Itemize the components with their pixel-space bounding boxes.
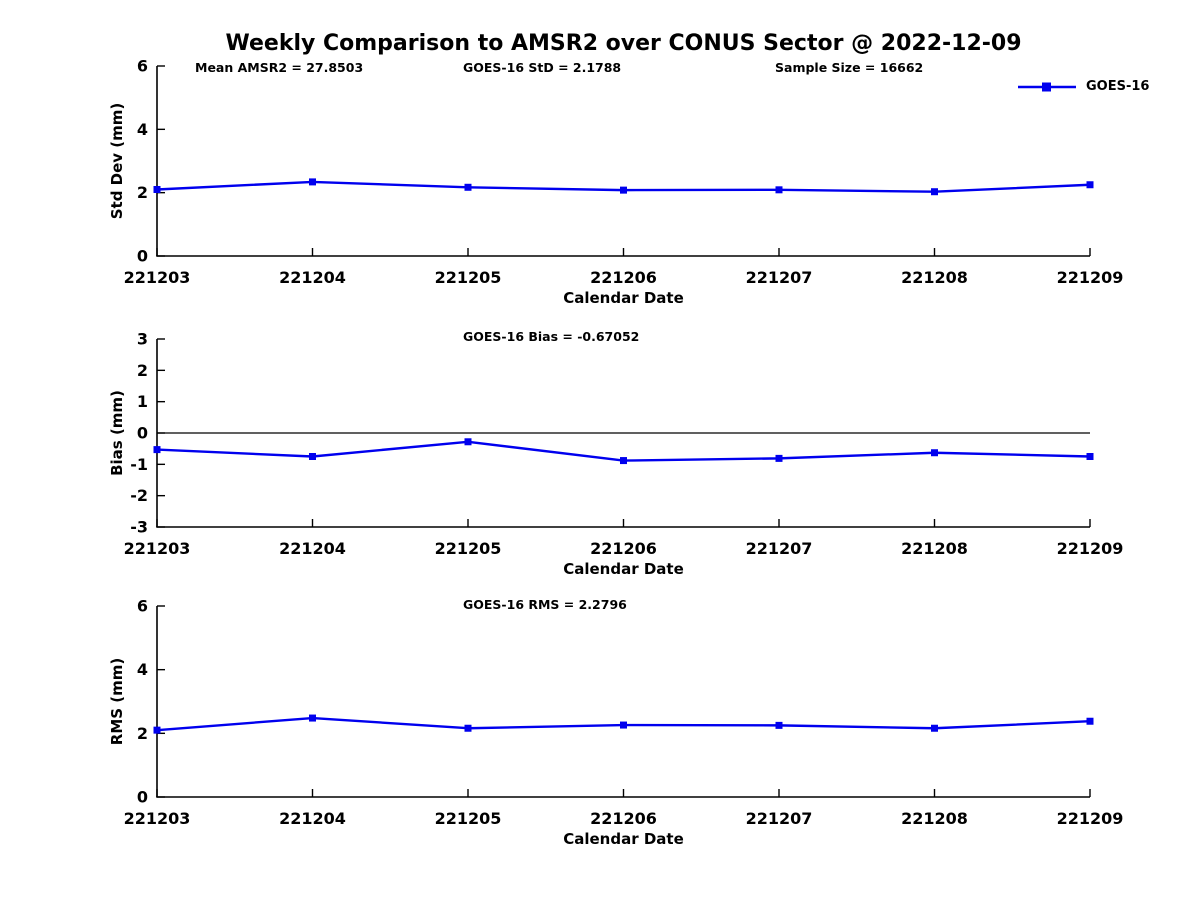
data-point-marker: [775, 186, 783, 194]
x-tick-label: 221205: [435, 809, 502, 828]
data-point-marker: [153, 446, 161, 454]
data-point-marker: [309, 714, 316, 722]
y-tick-label: -3: [130, 518, 148, 537]
y-tick-label: 6: [137, 57, 148, 76]
data-point-marker: [931, 449, 938, 457]
data-point-marker: [620, 721, 627, 729]
data-point-marker: [1086, 453, 1094, 460]
x-tick-label: 221209: [1057, 268, 1124, 287]
annotation-text: Sample Size = 16662: [775, 60, 923, 75]
subplot-1: 6 4 2 0 221203 221204 221205 221206 221207 221208…: [108, 57, 1123, 308]
x-tick-label: 221208: [901, 268, 968, 287]
y-tick-label: 4: [137, 660, 148, 679]
x-axis-title: Calendar Date: [563, 289, 684, 307]
y-tick-label: -2: [130, 486, 148, 505]
annotation-text: GOES-16 StD = 2.1788: [463, 60, 621, 75]
y-tick-label: 4: [137, 120, 148, 139]
y-tick-label: 2: [137, 183, 148, 202]
y-tick-label: 0: [137, 247, 148, 266]
y-axis-title: RMS (mm): [108, 658, 126, 745]
y-tick-label: 1: [137, 392, 148, 411]
x-tick-label: 221208: [901, 809, 968, 828]
subplot-3: 6 4 2 0 221203 221204 221205 221206 221207 221208…: [108, 597, 1123, 849]
x-tick-label: 221203: [124, 539, 191, 558]
legend-label: GOES-16: [1086, 79, 1150, 94]
subplot-2: 3 2 1 0 -1 -2 -3 221203 221204 221205 221206 221207…: [108, 329, 1123, 578]
legend: GOES-16: [1016, 79, 1149, 94]
data-point-marker: [775, 454, 783, 462]
annotation-text: GOES-16 RMS = 2.2796: [463, 597, 627, 612]
x-tick-label: 221204: [279, 809, 346, 828]
x-tick-label: 221208: [901, 539, 968, 558]
y-tick-label: 2: [137, 361, 148, 380]
annotation-text: GOES-16 Bias = -0.67052: [463, 329, 639, 344]
x-tick-label: 221206: [590, 809, 657, 828]
y-tick-label: 0: [137, 424, 148, 443]
figure-title: Weekly Comparison to AMSR2 over CONUS Se…: [225, 31, 1022, 56]
x-tick-label: 221207: [746, 268, 813, 287]
x-tick-label: 221205: [435, 268, 502, 287]
x-tick-label: 221205: [435, 539, 502, 558]
data-point-marker: [931, 188, 938, 196]
data-point-marker: [309, 178, 316, 186]
x-tick-label: 221206: [590, 539, 657, 558]
x-axis-title: Calendar Date: [563, 560, 684, 578]
x-tick-label: 221209: [1057, 539, 1124, 558]
data-point-marker: [464, 438, 472, 446]
data-point-marker: [153, 726, 161, 734]
data-point-marker: [620, 457, 627, 465]
y-axis-title: Bias (mm): [108, 390, 126, 476]
y-tick-label: 6: [137, 597, 148, 616]
data-point-marker: [1086, 717, 1094, 725]
x-tick-label: 221204: [279, 539, 346, 558]
x-tick-label: 221206: [590, 268, 657, 287]
y-tick-label: 0: [137, 788, 148, 807]
x-axis-title: Calendar Date: [563, 830, 684, 848]
data-point-marker: [775, 721, 783, 729]
data-point-marker: [464, 183, 472, 191]
x-tick-label: 221203: [124, 268, 191, 287]
data-point-marker: [620, 186, 627, 194]
x-tick-label: 221204: [279, 268, 346, 287]
data-point-marker: [153, 186, 161, 193]
y-tick-label: 2: [137, 724, 148, 743]
data-point-marker: [309, 453, 316, 460]
legend-line-marker-icon: [1018, 82, 1076, 91]
y-axis-title: Std Dev (mm): [108, 103, 126, 220]
y-tick-label: 3: [137, 330, 148, 349]
data-point-marker: [1086, 181, 1094, 189]
annotation-text: Mean AMSR2 = 27.8503: [195, 60, 363, 75]
x-tick-label: 221203: [124, 809, 191, 828]
x-tick-label: 221209: [1057, 809, 1124, 828]
data-point-marker: [931, 724, 938, 732]
x-tick-label: 221207: [746, 809, 813, 828]
data-point-marker: [464, 724, 472, 732]
x-tick-label: 221207: [746, 539, 813, 558]
y-tick-label: -1: [130, 455, 148, 474]
